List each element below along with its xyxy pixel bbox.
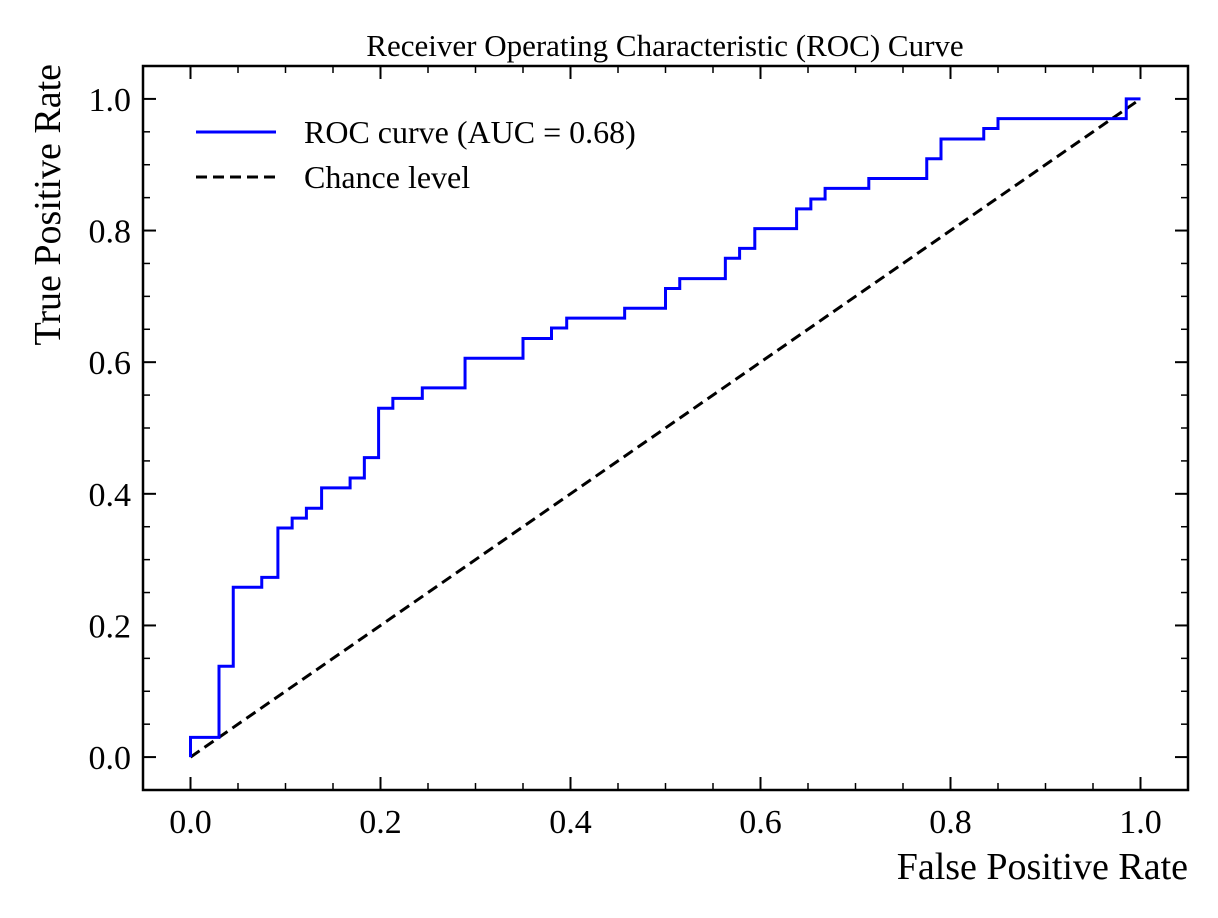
chance-level-line [189,97,1142,759]
y-tick-label: 0.2 [89,608,132,645]
y-tick-label: 0.4 [89,477,132,514]
x-tick-label: 0.6 [739,804,782,841]
roc-curve-line [189,97,1141,758]
legend-chance-label: Chance level [304,159,470,195]
x-axis-label: False Positive Rate [897,846,1188,888]
x-tick-label: 0.4 [549,804,592,841]
plot-frame [141,64,1190,792]
series-layer [189,97,1142,759]
tick-labels-layer: 0.0 0.2 0.4 0.6 0.8 1.0 0.0 0.2 0.4 0.6 0.8 1.0 [89,82,1162,841]
x-tick-label: 0.2 [359,804,402,841]
x-tick-label: 0.0 [169,804,212,841]
legend-roc-label: ROC curve (AUC = 0.68) [304,114,636,150]
y-tick-label: 0.6 [89,345,132,382]
y-axis-label: True Positive Rate [27,64,69,346]
chart-title: Receiver Operating Characteristic (ROC) … [366,28,963,63]
y-tick-label: 0.0 [89,740,132,777]
legend: ROC curve (AUC = 0.68) Chance level [196,114,636,195]
x-tick-label: 0.8 [929,804,972,841]
y-tick-label: 1.0 [89,82,132,119]
x-tick-label: 1.0 [1119,804,1162,841]
y-tick-label: 0.8 [89,214,132,251]
